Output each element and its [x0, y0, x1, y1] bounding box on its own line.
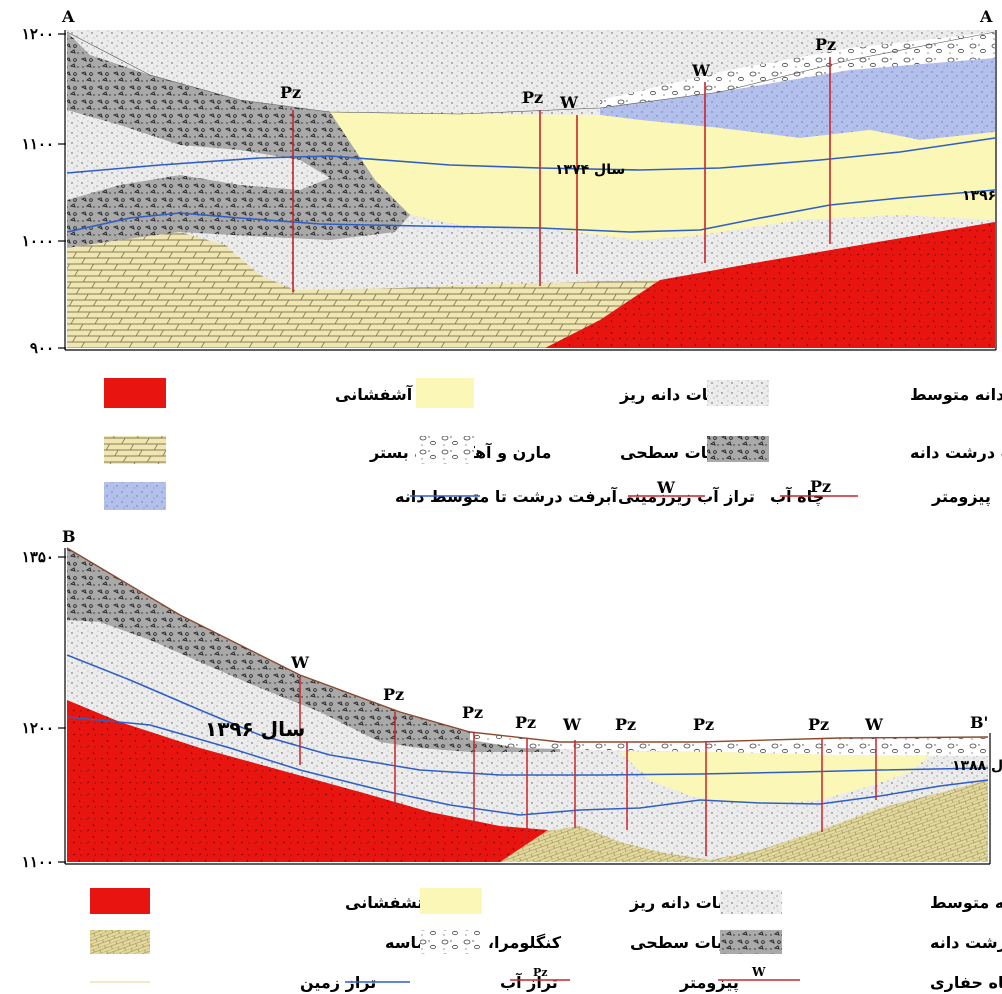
well-b-label-9: W — [864, 715, 884, 734]
well-a-label-3: W — [559, 93, 579, 112]
well-a-label-5: Pz — [815, 35, 836, 54]
section-b-tick-1350: ۱۳۵۰ — [22, 548, 54, 566]
section-a-left-end: A — [61, 7, 75, 26]
legend-b-coarse-label: آبرفت درشت دانه — [930, 932, 1002, 952]
section-a-right-end: A — [979, 7, 993, 26]
marl-bedrock-layer — [67, 232, 660, 348]
coarse-medium-alluvium-layer — [600, 58, 995, 140]
legend-b-volcanic-swatch — [90, 888, 150, 914]
legend-a-piezo-label: پیزومتر — [931, 487, 991, 507]
legend-a-fine-swatch — [416, 378, 474, 408]
year-label-1388: سال ۱۳۸۸ — [952, 758, 1002, 774]
legend-a-coarse-label: آبرفت درشت دانه — [910, 442, 1002, 462]
year-label-1374: سال ۱۳۷۴ — [555, 162, 625, 178]
section-a-tick-1000: ۱۰۰۰ — [22, 232, 54, 250]
well-a-label-4: W — [691, 61, 711, 80]
well-b-label-3: Pz — [462, 703, 483, 722]
section-b-tick-1200: ۱۲۰۰ — [22, 719, 54, 737]
coarse-alluvium-layer — [67, 32, 410, 232]
section-a-tick-900: ۹۰۰ — [30, 339, 54, 357]
well-b-label-5: W — [562, 715, 582, 734]
legend-b-piezo-tag: Pz — [533, 966, 548, 979]
fine-sediment-layer-b — [620, 752, 930, 805]
legend-b-well-label: چاه حفاری — [930, 973, 1002, 993]
wells-a — [292, 57, 831, 292]
legend-a-coarse-medium-swatch — [104, 482, 166, 510]
legend-b-water-label: تراز آب — [500, 972, 558, 992]
well-b-label-8: Pz — [808, 715, 829, 734]
legend-b: سنگ آتشفشانی رسوبات دانه ریز آبرفت دانه … — [90, 888, 1002, 993]
section-a-tick-1200: ۱۲۰۰ — [22, 25, 54, 43]
legend-a-medium-label: آبرفت دانه متوسط — [910, 384, 1002, 404]
legend-b-conglomerate-swatch — [90, 930, 150, 954]
legend-a-well-tag: W — [656, 478, 676, 497]
section-a-tick-1100: ۱۱۰۰ — [22, 135, 54, 153]
legend-b-medium-label: آبرفت دانه متوسط — [930, 892, 1002, 912]
legend-b-coarse-swatch — [720, 930, 782, 954]
well-a-label-2: Pz — [522, 88, 543, 107]
legend-a-volcanic-swatch — [104, 378, 166, 408]
conglomerate-layer — [500, 780, 988, 862]
well-a-label-1: Pz — [280, 83, 301, 102]
legend-a: سنگ آشفشانی رسوبات دانه ریز آبرفت دانه م… — [104, 378, 1002, 510]
legend-a-surface-swatch — [416, 436, 474, 464]
section-b: W Pz Pz Pz W Pz Pz Pz W سال ۱۳۹۶ سال ۱۳۸… — [22, 527, 1002, 871]
legend-b-medium-swatch — [720, 890, 782, 914]
legend-a-coarse-swatch — [707, 436, 769, 462]
legend-a-piezo-tag: Pz — [810, 477, 831, 496]
legend-a-bedrock-swatch — [104, 436, 166, 464]
section-b-tick-1100: ۱۱۰۰ — [22, 853, 54, 871]
water-table-1396-b — [66, 654, 989, 776]
section-b-left-end: B — [62, 527, 76, 546]
well-b-label-2: Pz — [383, 685, 404, 704]
legend-a-coarse-medium-label: آبرفت درشت تا متوسط دانه — [395, 486, 618, 506]
section-b-right-end: B' — [970, 713, 988, 732]
legend-a-medium-swatch — [707, 380, 769, 406]
well-b-label-1: W — [290, 653, 310, 672]
wells-b — [299, 677, 877, 856]
well-b-label-7: Pz — [693, 715, 714, 734]
water-table-1388-b — [66, 716, 989, 816]
volcanic-rock-layer — [545, 222, 995, 348]
volcanic-rock-layer-b — [67, 700, 548, 862]
well-b-label-4: Pz — [515, 713, 536, 732]
ground-level-line — [66, 547, 989, 743]
legend-b-well-tag: W — [751, 965, 766, 979]
legend-b-surface-swatch — [420, 930, 482, 954]
legend-b-fine-swatch — [420, 888, 482, 914]
section-a: Pz Pz W W Pz سال ۱۳۷۴ سال ۱۳۹۶ ۱۲۰۰ ۱۱۰۰… — [22, 7, 1002, 357]
fine-sediment-layer — [330, 112, 995, 240]
well-b-label-6: Pz — [615, 715, 636, 734]
legend-b-ground-label: تراز زمین — [300, 973, 376, 992]
year-label-1396-a: سال ۱۳۹۶ — [962, 188, 1002, 204]
legend-b-piezo-label: پیزومتر — [679, 973, 739, 993]
year-label-1396-b: سال ۱۳۹۶ — [205, 717, 305, 741]
